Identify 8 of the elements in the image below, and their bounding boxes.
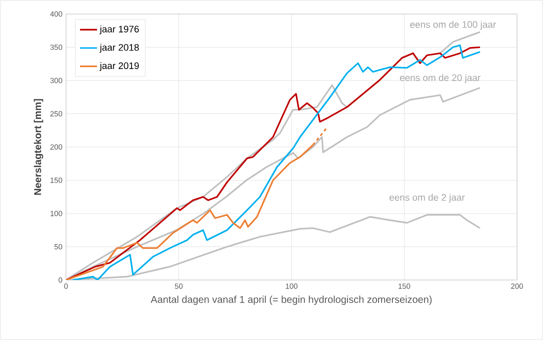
y-axis-title: Neerslagtekort [mm] bbox=[34, 99, 44, 195]
annotation: eens om de 2 jaar bbox=[390, 194, 465, 203]
legend-label: jaar 2019 bbox=[100, 62, 139, 71]
x-axis-title: Aantal dagen vanaf 1 april (= begin hydrologisch zomerseizoen) bbox=[150, 296, 432, 305]
annotation: eens om de 20 jaar bbox=[400, 74, 480, 83]
legend-label: jaar 2018 bbox=[100, 44, 139, 53]
annotation: eens om de 100 jaar bbox=[410, 20, 496, 30]
legend-label: jaar 1976 bbox=[100, 26, 139, 34]
